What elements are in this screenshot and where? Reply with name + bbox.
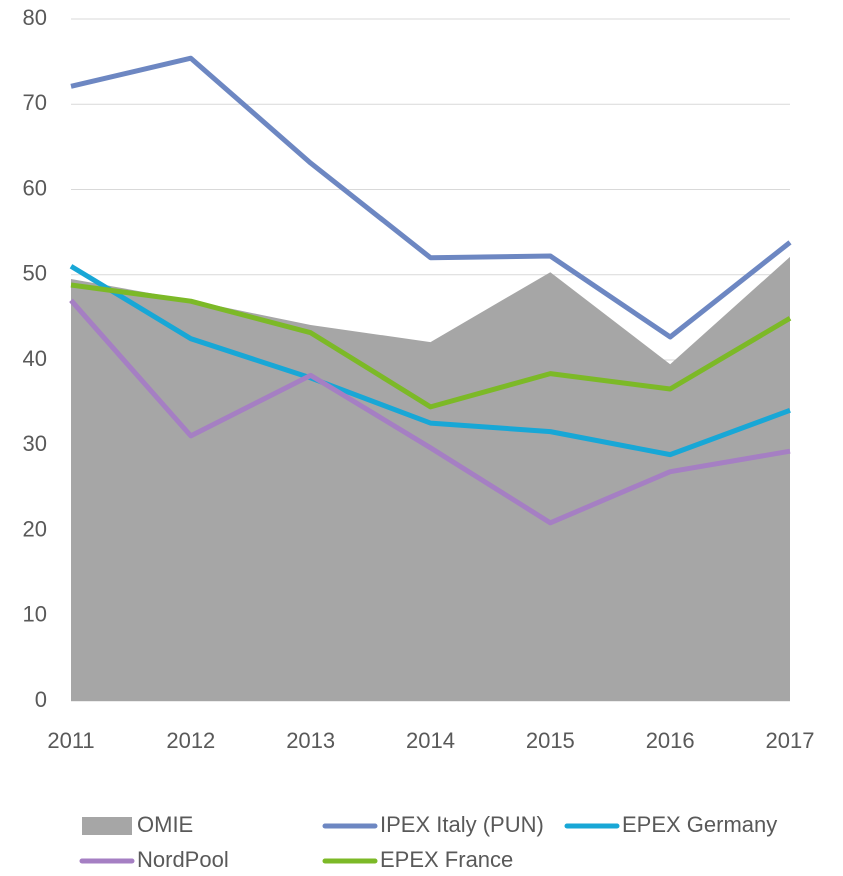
y-tick-label: 50 (23, 261, 47, 286)
x-tick-label: 2014 (406, 728, 455, 753)
line (70, 55, 792, 340)
legend-label: EPEX Germany (622, 812, 777, 837)
x-tick-label: 2016 (646, 728, 695, 753)
legend-label: IPEX Italy (PUN) (380, 812, 544, 837)
y-tick-label: 10 (23, 602, 47, 627)
legend-label: OMIE (137, 812, 193, 837)
legend-label: EPEX France (380, 847, 513, 872)
line (70, 282, 792, 410)
legend-label: NordPool (137, 847, 229, 872)
y-tick-label: 70 (23, 90, 47, 115)
x-tick-label: 2015 (526, 728, 575, 753)
y-tick-label: 60 (23, 175, 47, 200)
y-tick-label: 40 (23, 346, 47, 371)
x-tick-label: 2017 (766, 728, 815, 753)
area (71, 256, 790, 701)
x-tick-label: 2013 (286, 728, 335, 753)
line (69, 298, 791, 526)
y-tick-label: 30 (23, 431, 47, 456)
x-tick-label: 2011 (47, 728, 94, 753)
y-tick-label: 0 (35, 687, 47, 712)
line (69, 264, 791, 458)
y-tick-label: 20 (23, 516, 47, 541)
x-tick-label: 2012 (166, 728, 215, 753)
legend-swatch (82, 817, 132, 835)
y-tick-label: 80 (23, 5, 47, 30)
